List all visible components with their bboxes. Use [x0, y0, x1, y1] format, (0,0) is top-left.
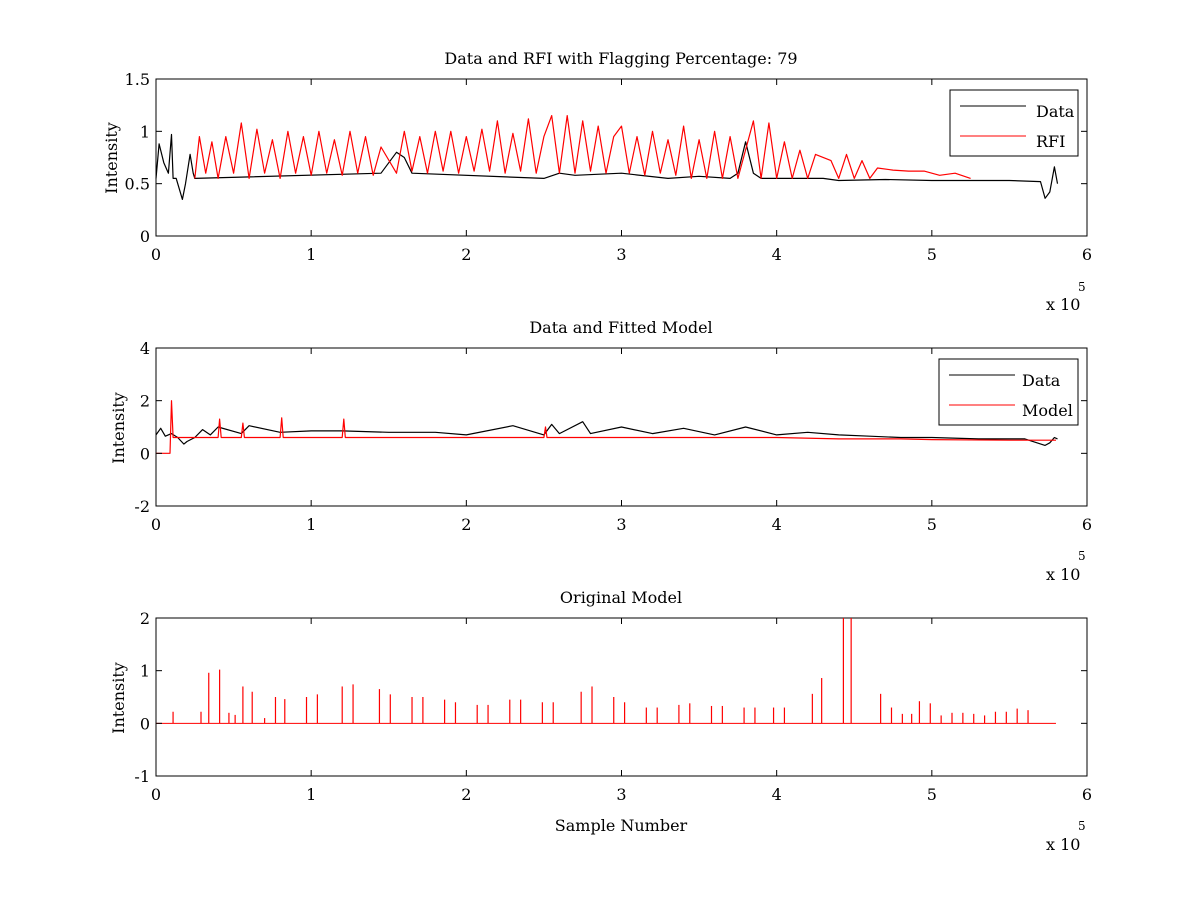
panel-1-y-tick-label: 1.5: [125, 70, 150, 89]
panel-1-y-tick-label: 0: [140, 227, 150, 246]
panel-2-series-data: [155, 421, 1058, 446]
panel-1-title: Data and RFI with Flagging Percentage: 7…: [444, 49, 797, 68]
panel-2-title: Data and Fitted Model: [529, 318, 712, 337]
panel-2-x-exponent: x 10: [1046, 565, 1080, 584]
panel-1-x-tick-label: 2: [461, 245, 471, 264]
panel-1-axes: [155, 78, 1088, 237]
panel-2-legend: Data Model: [938, 358, 1079, 426]
panel-1-legend-label-rfi: RFI: [1036, 132, 1065, 151]
panel-2-legend-label-model: Model: [1022, 401, 1073, 420]
panel-3-x-tick-label: 4: [772, 785, 782, 804]
panel-3-x-tick-label: 1: [306, 785, 316, 804]
panel-2-legend-label-data: Data: [1022, 371, 1061, 390]
panel-2-x-tick-label: 1: [306, 515, 316, 534]
panel-2-x-tick-label: 2: [461, 515, 471, 534]
panel-2-x-exponent-base: x 10: [1046, 565, 1080, 584]
panel-2-series-layer: [155, 400, 1058, 454]
panel-1-x-tick-label: 6: [1082, 245, 1092, 264]
panel-3-y-tick-label: 0: [140, 714, 150, 733]
panel-1-x-tick-label: 0: [151, 245, 161, 264]
panel-3-x-tick-label: 0: [151, 785, 161, 804]
panel-2-x-tick-label: 4: [772, 515, 782, 534]
panel-2-y-tick-label: -2: [134, 497, 150, 516]
panel-2-x-tick-label: 3: [616, 515, 626, 534]
panel-1-series-layer: [155, 114, 1059, 200]
panel-2-x-exponent-power: 5: [1078, 549, 1086, 563]
panel-2-x-tick-label: 6: [1082, 515, 1092, 534]
panel-3-ylabel: Intensity: [109, 662, 128, 734]
panel-1-x-exponent: x 10: [1046, 295, 1080, 314]
panel-2-y-tick-label: 4: [140, 339, 150, 358]
panel-3-y-tick-label: -1: [134, 767, 150, 786]
panel-1-legend-label-data: Data: [1036, 102, 1075, 121]
panel-1-x-tick-label: 1: [306, 245, 316, 264]
panel-3-title: Original Model: [560, 588, 682, 607]
panel-1-y-tick-label: 1: [140, 122, 150, 141]
panel-2-y-tick-label: 0: [140, 444, 150, 463]
panel-1-ylabel: Intensity: [102, 122, 121, 194]
panel-3-y-tick-label: 1: [140, 662, 150, 681]
panel-1-legend-box: [949, 89, 1079, 157]
panel-3-series-layer: [156, 618, 1056, 724]
panel-1-ticks: 0 1 2 3 4 5 6 0 0.5 1 1.5: [125, 70, 1093, 264]
panel-1-legend: Data RFI: [949, 89, 1079, 157]
panel-3-x-tick-label: 6: [1082, 785, 1092, 804]
panel-3-plot-frame: [155, 617, 1088, 777]
panel-2-ylabel: Intensity: [109, 392, 128, 464]
panel-2-legend-box: [938, 358, 1079, 426]
panel-2: Data and Fitted Model Intensity 0 1 2 3 4 5 6 -…: [109, 318, 1092, 584]
panel-3-x-exponent-base: x 10: [1046, 835, 1080, 854]
panel-3-x-exponent-power: 5: [1078, 819, 1086, 833]
panel-2-series-model: [156, 400, 1056, 454]
panel-1-x-exponent-base: x 10: [1046, 295, 1080, 314]
panel-1-x-tick-label: 5: [927, 245, 937, 264]
panel-1: Data and RFI with Flagging Percentage: 7…: [102, 49, 1092, 314]
panel-2-x-tick-label: 0: [151, 515, 161, 534]
panel-1-series-data: [155, 133, 1059, 200]
panel-3-axes: [155, 617, 1088, 777]
panel-1-plot-frame: [155, 78, 1088, 237]
panel-3-xlabel: Sample Number: [555, 816, 688, 835]
panel-1-series-rfi: [194, 114, 971, 179]
panel-3: Original Model Intensity Sample Number 0…: [109, 588, 1092, 854]
panel-3-y-tick-label: 2: [140, 609, 150, 628]
panel-1-x-exponent-power: 5: [1078, 280, 1086, 294]
panel-1-y-tick-label: 0.5: [125, 175, 150, 194]
panel-3-x-exponent: x 10: [1046, 835, 1080, 854]
panel-1-x-tick-label: 4: [772, 245, 782, 264]
panel-2-y-tick-label: 2: [140, 392, 150, 411]
panel-3-x-tick-label: 5: [927, 785, 937, 804]
panel-3-x-tick-label: 3: [616, 785, 626, 804]
panel-2-x-tick-label: 5: [927, 515, 937, 534]
panel-1-x-tick-label: 3: [616, 245, 626, 264]
panel-3-x-tick-label: 2: [461, 785, 471, 804]
